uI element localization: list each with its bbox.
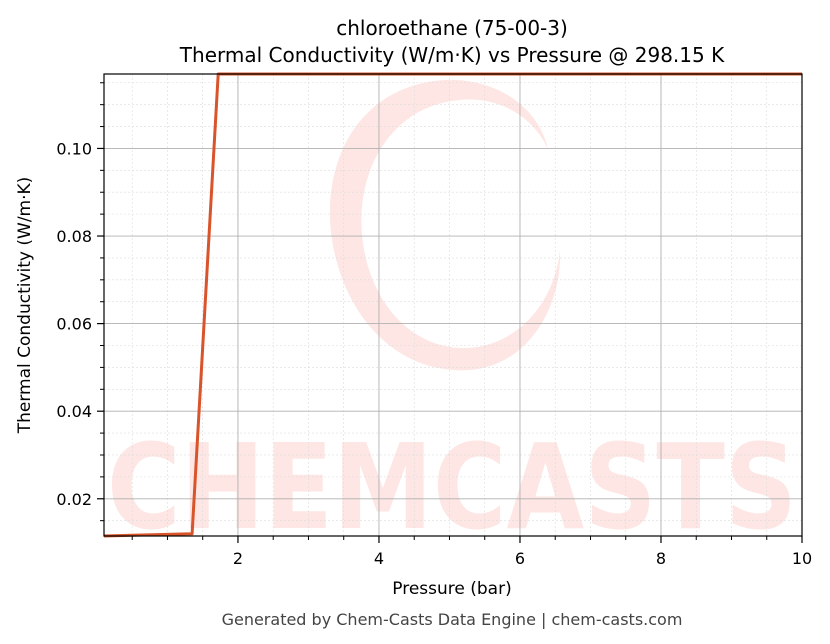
- ticks-layer: 2 4 6 8 10 0.02 0.04 0.06 0.08 0.10: [56, 82, 812, 568]
- chart-title: chloroethane (75-00-3): [336, 16, 568, 40]
- y-tick-label: 0.08: [56, 227, 92, 246]
- y-tick-label: 0.06: [56, 315, 92, 334]
- y-tick-label: 0.10: [56, 139, 92, 158]
- major-grid: [104, 74, 802, 536]
- watermark: CHEMCASTS: [107, 79, 797, 556]
- y-tick-label: 0.02: [56, 490, 92, 509]
- x-axis-label: Pressure (bar): [392, 579, 511, 599]
- watermark-swirl: [329, 79, 561, 371]
- minor-grid: [104, 74, 802, 536]
- x-tick-label: 6: [515, 549, 525, 568]
- plot-frame: [103, 73, 803, 537]
- x-tick-label: 2: [233, 549, 243, 568]
- y-axis-label: Thermal Conductivity (W/m·K): [15, 177, 35, 435]
- watermark-text: CHEMCASTS: [107, 418, 797, 556]
- x-tick-label: 10: [792, 549, 812, 568]
- y-tick-label: 0.04: [56, 402, 92, 421]
- footer-credit: Generated by Chem-Casts Data Engine | ch…: [222, 610, 683, 629]
- chart-subtitle: Thermal Conductivity (W/m·K) vs Pressure…: [179, 43, 725, 67]
- x-tick-label: 8: [656, 549, 666, 568]
- x-tick-label: 4: [374, 549, 384, 568]
